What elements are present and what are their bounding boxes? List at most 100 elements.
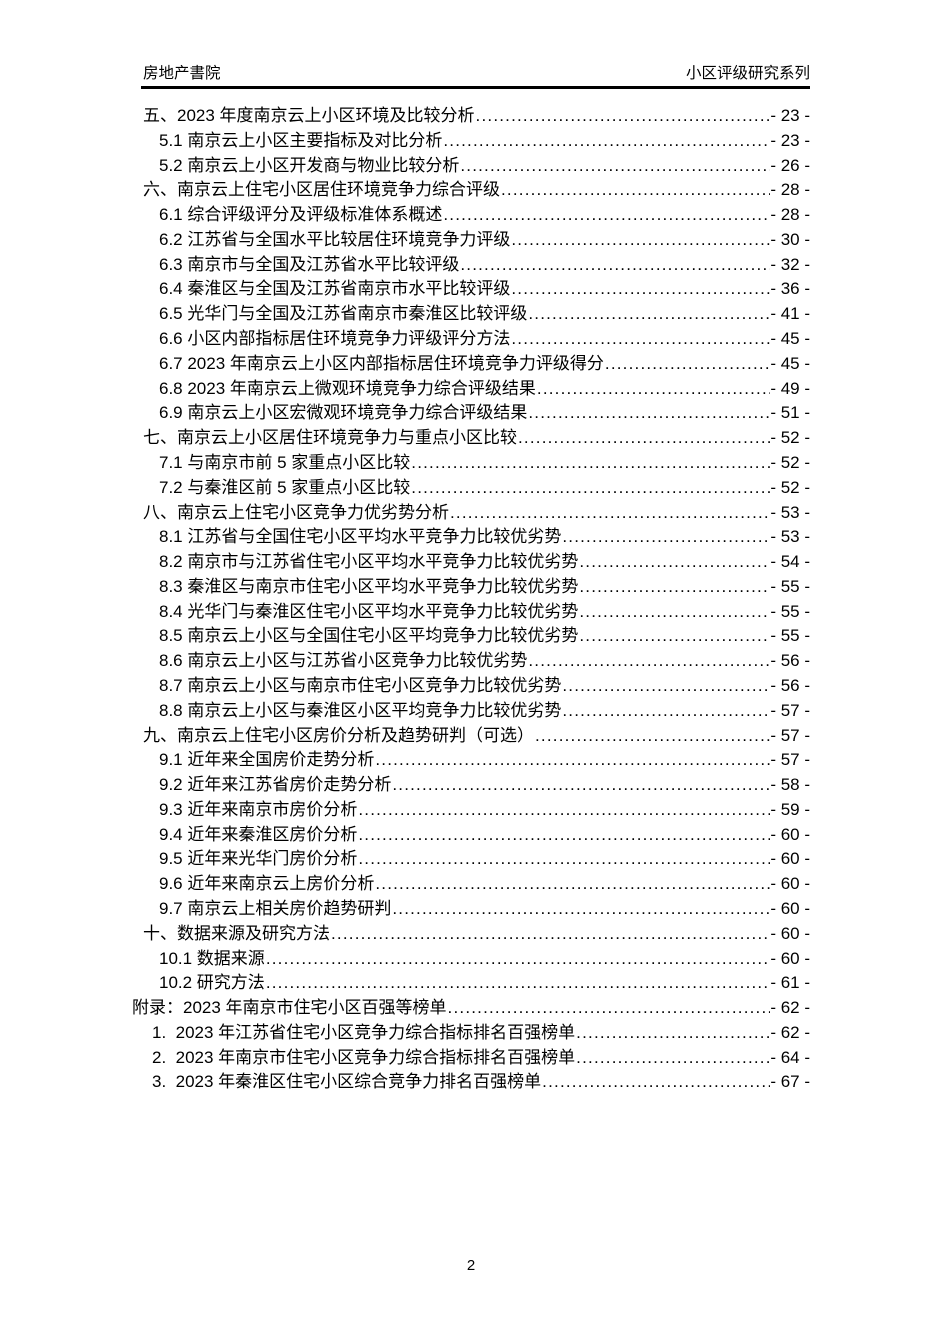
toc-entry[interactable]: 10.1 数据来源 - 60 - (132, 947, 810, 972)
toc-entry[interactable]: 9.7 南京云上相关房价趋势研判 - 60 - (132, 897, 810, 922)
toc-entry[interactable]: 6.9 南京云上小区宏微观环境竞争力综合评级结果 - 51 - (132, 401, 810, 426)
toc-entry[interactable]: 八、南京云上住宅小区竞争力优劣势分析 - 53 - (132, 501, 810, 526)
toc-entry-page: - 53 - (770, 527, 810, 547)
toc-entry[interactable]: 8.6 南京云上小区与江苏省小区竞争力比较优劣势 - 56 - (132, 649, 810, 674)
toc-entry[interactable]: 六、南京云上住宅小区居住环境竞争力综合评级 - 28 - (132, 178, 810, 203)
toc-dot-leader (501, 178, 770, 203)
toc-entry-label: 8.3 秦淮区与南京市住宅小区平均水平竞争力比较优劣势 (159, 576, 579, 596)
toc-entry[interactable]: 七、南京云上小区居住环境竞争力与重点小区比较 - 52 - (132, 426, 810, 451)
toc-entry[interactable]: 9.3 近年来南京市房价分析 - 59 - (132, 798, 810, 823)
toc-entry[interactable]: 9.5 近年来光华门房价分析 - 60 - (132, 847, 810, 872)
header-left-text: 房地产書院 (143, 65, 221, 82)
toc-entry-label: 6.6 小区内部指标居住环境竞争力评级评分方法 (159, 329, 511, 349)
toc-entry[interactable]: 7.1 与南京市前 5 家重点小区比较 - 52 - (132, 451, 810, 476)
toc-entry[interactable]: 8.4 光华门与秦淮区住宅小区平均水平竞争力比较优劣势 - 55 - (132, 600, 810, 625)
toc-entry-label: 八、南京云上住宅小区竞争力优劣势分析 (143, 502, 449, 522)
toc-entry-label: 8.6 南京云上小区与江苏省小区竞争力比较优劣势 (159, 651, 528, 671)
toc-entry-page: - 57 - (770, 725, 810, 745)
toc-dot-leader (331, 922, 770, 947)
toc-entry-page: - 57 - (770, 700, 810, 720)
toc-entry-page: - 60 - (770, 948, 810, 968)
toc-entry[interactable]: 8.5 南京云上小区与全国住宅小区平均竞争力比较优劣势 - 55 - (132, 624, 810, 649)
toc-entry-page: - 59 - (770, 799, 810, 819)
toc-entry[interactable]: 九、南京云上住宅小区房价分析及趋势研判（可选） - 57 - (132, 724, 810, 749)
toc-dot-leader (375, 748, 770, 773)
toc-entry[interactable]: 2. 2023 年南京市住宅小区竞争力综合指标排名百强榜单 - 64 - (132, 1046, 810, 1071)
toc-entry-label: 9.1 近年来全国房价走势分析 (159, 750, 375, 770)
toc-entry[interactable]: 6.2 江苏省与全国水平比较居住环境竞争力评级 - 30 - (132, 228, 810, 253)
toc-entry[interactable]: 6.1 综合评级评分及评级标准体系概述 - 28 - (132, 203, 810, 228)
toc-dot-leader (460, 154, 770, 179)
toc-entry[interactable]: 五、2023 年度南京云上小区环境及比较分析 - 23 - (132, 104, 810, 129)
toc-entry[interactable]: 9.6 近年来南京云上房价分析 - 60 - (132, 872, 810, 897)
toc-entry-label: 6.5 光华门与全国及江苏省南京市秦淮区比较评级 (159, 304, 528, 324)
toc-entry[interactable]: 6.6 小区内部指标居住环境竞争力评级评分方法 - 45 - (132, 327, 810, 352)
toc-entry-page: - 64 - (770, 1047, 810, 1067)
toc-dot-leader (579, 600, 770, 625)
toc-entry[interactable]: 6.7 2023 年南京云上小区内部指标居住环境竞争力评级得分 - 45 - (132, 352, 810, 377)
toc-dot-leader (511, 228, 770, 253)
toc-entry[interactable]: 7.2 与秦淮区前 5 家重点小区比较 - 52 - (132, 476, 810, 501)
toc-entry-label: 6.4 秦淮区与全国及江苏省南京市水平比较评级 (159, 279, 511, 299)
table-of-contents: 五、2023 年度南京云上小区环境及比较分析 - 23 - 5.1 南京云上小区… (132, 104, 810, 1095)
toc-entry-page: - 36 - (770, 279, 810, 299)
toc-dot-leader (448, 996, 771, 1021)
toc-entry-label: 3. 2023 年秦淮区住宅小区综合竞争力排名百强榜单 (152, 1072, 542, 1092)
toc-entry[interactable]: 1. 2023 年江苏省住宅小区竞争力综合指标排名百强榜单 - 62 - (132, 1021, 810, 1046)
toc-entry-label: 8.1 江苏省与全国住宅小区平均水平竞争力比较优劣势 (159, 527, 562, 547)
toc-entry[interactable]: 5.1 南京云上小区主要指标及对比分析 - 23 - (132, 129, 810, 154)
toc-entry-page: - 57 - (770, 750, 810, 770)
toc-entry-page: - 32 - (770, 254, 810, 274)
page-number: 2 (466, 1257, 476, 1274)
toc-entry-page: - 60 - (770, 824, 810, 844)
toc-entry-page: - 23 - (770, 106, 810, 125)
toc-entry-page: - 45 - (770, 353, 810, 373)
toc-dot-leader (266, 971, 771, 996)
toc-entry-label: 8.2 南京市与江苏省住宅小区平均水平竞争力比较优劣势 (159, 552, 579, 572)
toc-entry[interactable]: 8.7 南京云上小区与南京市住宅小区竞争力比较优劣势 - 56 - (132, 674, 810, 699)
toc-dot-leader (450, 501, 770, 526)
toc-entry-page: - 41 - (770, 304, 810, 324)
toc-dot-leader (476, 104, 771, 129)
toc-entry[interactable]: 8.8 南京云上小区与秦淮区小区平均竞争力比较优劣势 - 57 - (132, 699, 810, 724)
toc-entry-page: - 53 - (770, 502, 810, 522)
toc-entry[interactable]: 6.4 秦淮区与全国及江苏省南京市水平比较评级 - 36 - (132, 277, 810, 302)
toc-entry-label: 9.2 近年来江苏省房价走势分析 (159, 775, 392, 795)
toc-entry-label: 6.2 江苏省与全国水平比较居住环境竞争力评级 (159, 229, 511, 249)
toc-dot-leader (392, 773, 770, 798)
toc-dot-leader (460, 253, 770, 278)
toc-entry-label: 8.5 南京云上小区与全国住宅小区平均竞争力比较优劣势 (159, 626, 579, 646)
toc-dot-leader (528, 649, 770, 674)
toc-dot-leader (443, 203, 770, 228)
toc-dot-leader (375, 872, 770, 897)
toc-entry-page: - 61 - (770, 973, 810, 993)
toc-entry[interactable]: 6.8 2023 年南京云上微观环境竞争力综合评级结果 - 49 - (132, 377, 810, 402)
toc-entry[interactable]: 9.1 近年来全国房价走势分析 - 57 - (132, 748, 810, 773)
toc-entry-page: - 51 - (770, 403, 810, 423)
toc-entry-label: 1. 2023 年江苏省住宅小区竞争力综合指标排名百强榜单 (152, 1022, 576, 1042)
toc-entry[interactable]: 9.4 近年来秦淮区房价分析 - 60 - (132, 823, 810, 848)
toc-entry-page: - 28 - (770, 205, 810, 225)
toc-entry-label: 5.1 南京云上小区主要指标及对比分析 (159, 130, 443, 150)
toc-entry[interactable]: 8.1 江苏省与全国住宅小区平均水平竞争力比较优劣势 - 53 - (132, 525, 810, 550)
toc-entry[interactable]: 8.2 南京市与江苏省住宅小区平均水平竞争力比较优劣势 - 54 - (132, 550, 810, 575)
toc-entry[interactable]: 5.2 南京云上小区开发商与物业比较分析 - 26 - (132, 154, 810, 179)
toc-entry[interactable]: 8.3 秦淮区与南京市住宅小区平均水平竞争力比较优劣势 - 55 - (132, 575, 810, 600)
toc-entry-page: - 49 - (770, 378, 810, 398)
toc-entry[interactable]: 3. 2023 年秦淮区住宅小区综合竞争力排名百强榜单 - 67 - (132, 1070, 810, 1095)
toc-entry[interactable]: 9.2 近年来江苏省房价走势分析 - 58 - (132, 773, 810, 798)
toc-entry[interactable]: 附录：2023 年南京市住宅小区百强等榜单 - 62 - (132, 996, 810, 1021)
toc-entry-label: 9.6 近年来南京云上房价分析 (159, 874, 375, 894)
toc-entry[interactable]: 6.5 光华门与全国及江苏省南京市秦淮区比较评级 - 41 - (132, 302, 810, 327)
toc-dot-leader (443, 129, 770, 154)
toc-entry[interactable]: 6.3 南京市与全国及江苏省水平比较评级 - 32 - (132, 253, 810, 278)
page-footer: 2 (132, 1256, 810, 1276)
toc-entry-label: 8.7 南京云上小区与南京市住宅小区竞争力比较优劣势 (159, 675, 562, 695)
toc-dot-leader (511, 327, 770, 352)
toc-entry[interactable]: 10.2 研究方法 - 61 - (132, 971, 810, 996)
toc-entry-label: 8.4 光华门与秦淮区住宅小区平均水平竞争力比较优劣势 (159, 601, 579, 621)
toc-entry[interactable]: 十、数据来源及研究方法 - 60 - (132, 922, 810, 947)
toc-entry-label: 7.1 与南京市前 5 家重点小区比较 (159, 452, 411, 472)
toc-dot-leader (411, 476, 770, 501)
toc-entry-label: 10.1 数据来源 (159, 948, 265, 968)
